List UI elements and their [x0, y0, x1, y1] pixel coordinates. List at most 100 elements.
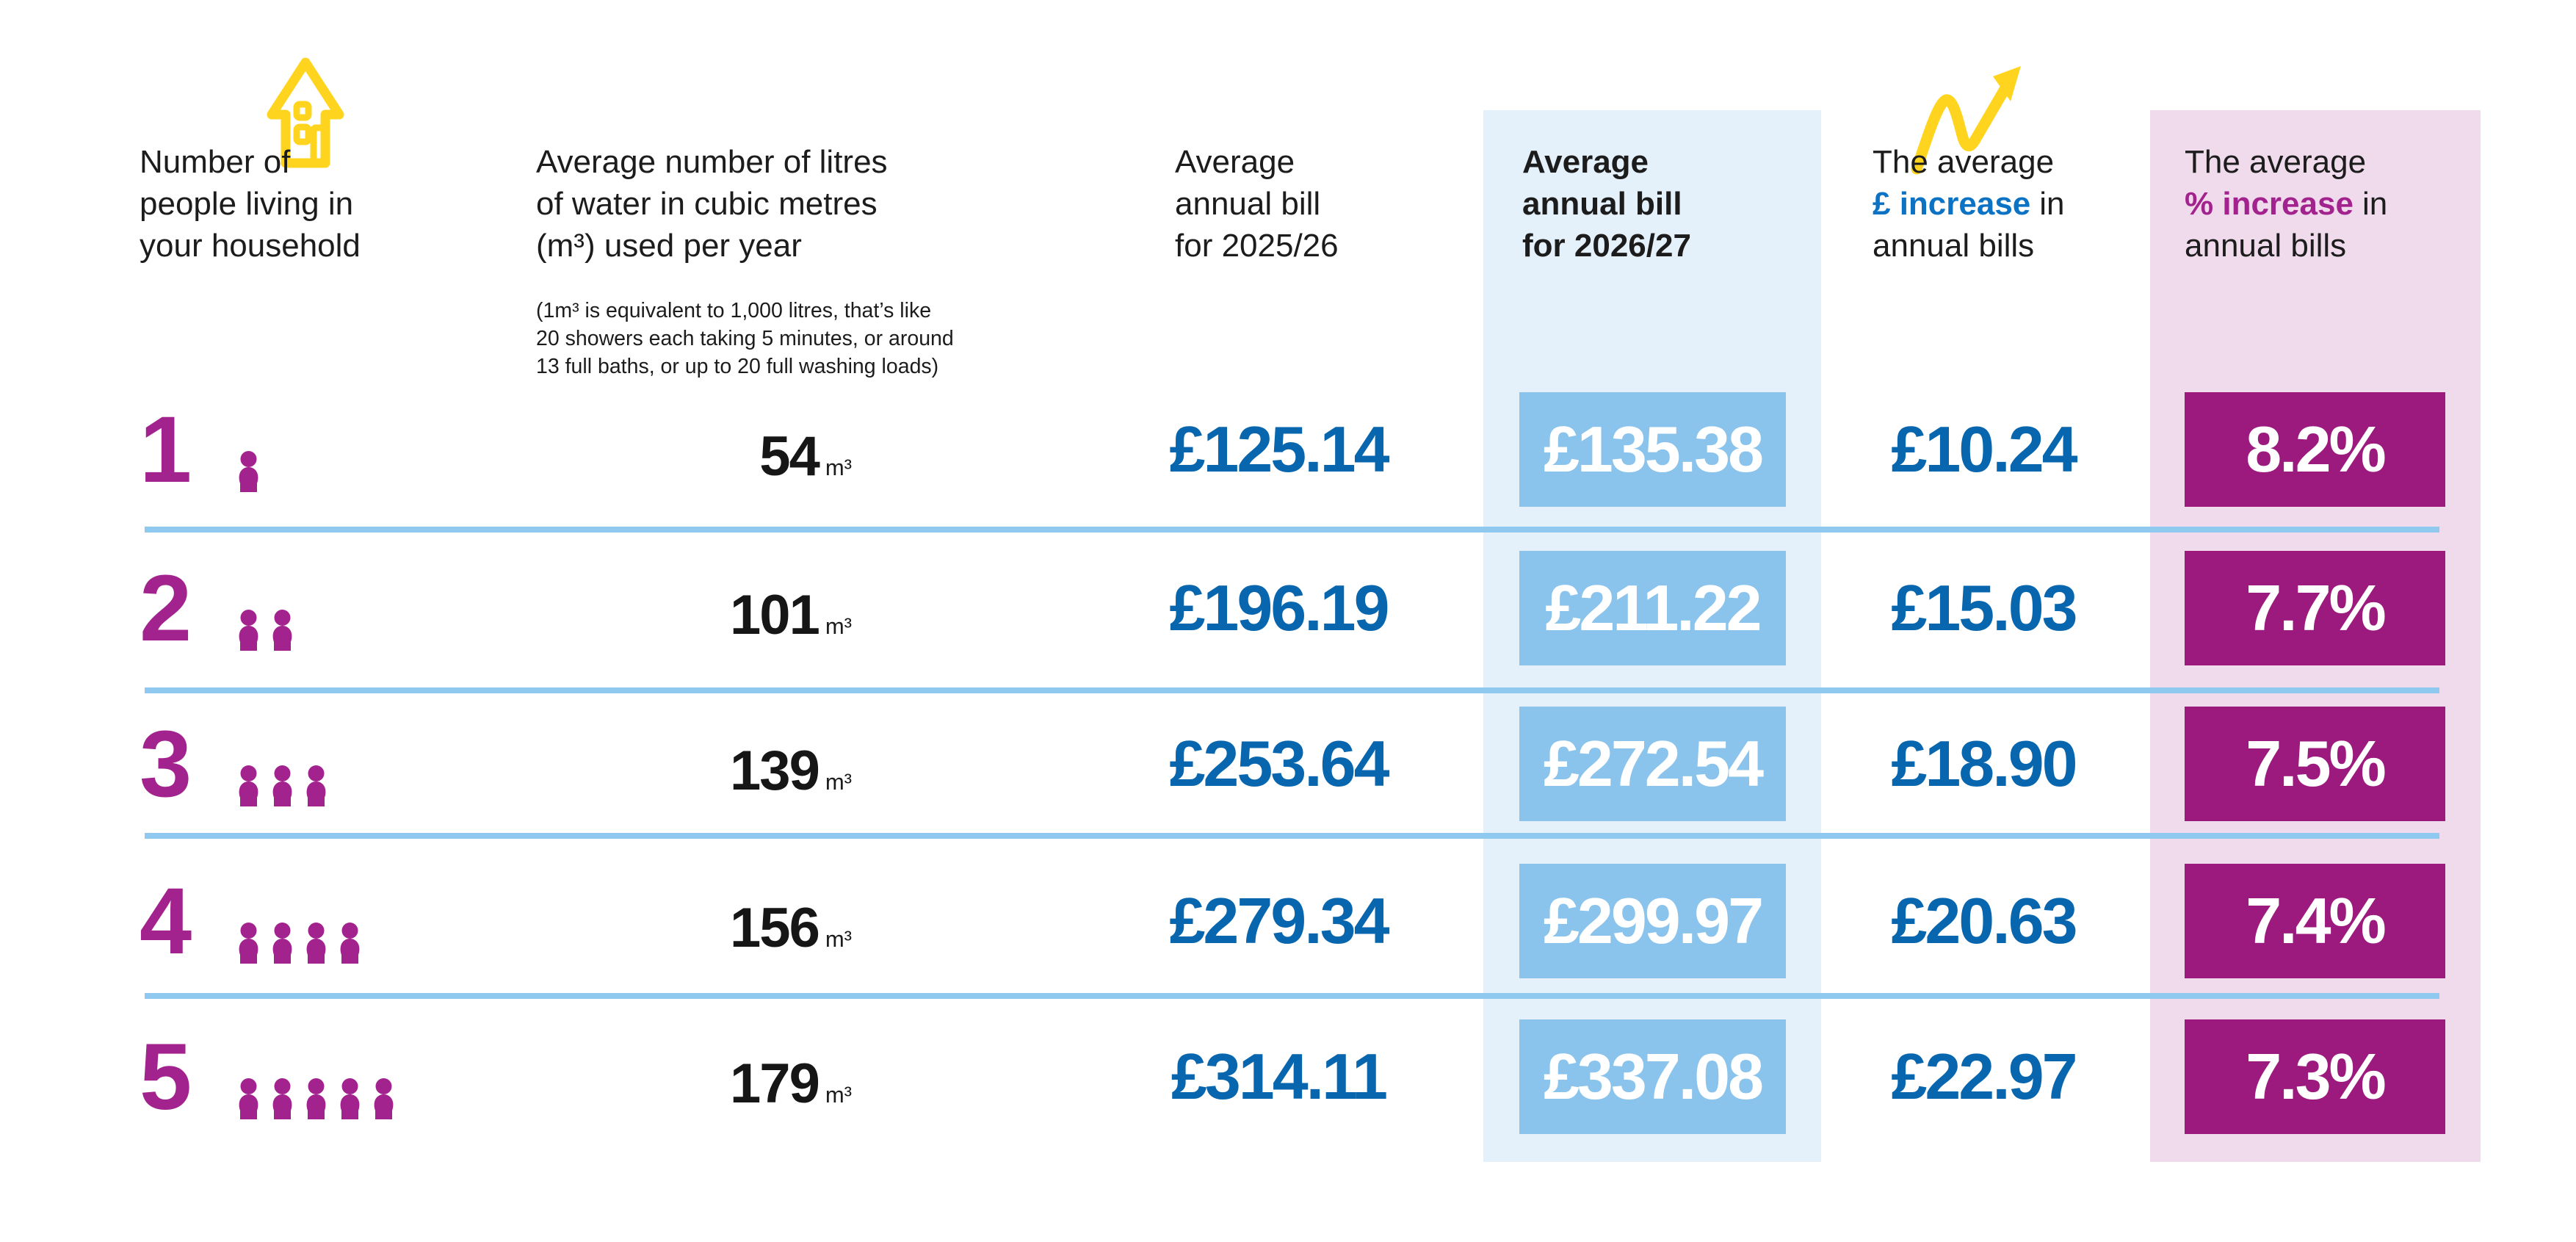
usage-value: 54 m³ — [470, 392, 852, 539]
person-icon — [340, 923, 360, 964]
usage-value: 139 m³ — [470, 707, 852, 853]
person-icon — [272, 610, 292, 651]
household-size-value: 5 — [140, 1024, 192, 1130]
header-line: annual bill — [1175, 186, 1321, 222]
usage-number: 179 — [730, 1053, 820, 1115]
table-row: 2 101 m³ £196.19 £211.22 £15.03 7.7% — [0, 551, 2576, 665]
person-icon — [272, 923, 292, 964]
usage-footnote: (1m³ is equivalent to 1,000 litres, that… — [536, 297, 954, 380]
usage-value: 156 m³ — [470, 864, 852, 1011]
footnote-line: 20 showers each taking 5 minutes, or aro… — [536, 327, 954, 350]
usage-number: 54 — [759, 425, 820, 488]
header-usage: Average number of litres of water in cub… — [536, 141, 888, 267]
usage-unit: m³ — [825, 613, 852, 639]
header-line: Number of — [140, 144, 291, 180]
header-bill-2026: Average annual bill for 2026/27 — [1522, 141, 1691, 267]
usage-unit: m³ — [825, 455, 852, 480]
pct-increase-accent: % increase — [2185, 186, 2354, 222]
header-line: your household — [140, 228, 361, 264]
person-icons — [236, 707, 545, 843]
bill-2026-box: £337.08 — [1519, 1019, 1786, 1134]
header-line: for 2026/27 — [1522, 228, 1691, 264]
person-icons — [236, 1019, 545, 1156]
table-row: 5 179 m³ £314.11 £337.08 £22.97 7.3% — [0, 1019, 2576, 1134]
gbp-increase-value: £10.24 — [1891, 413, 2077, 485]
pct-increase-box: 8.2% — [2185, 392, 2445, 507]
table-row: 3 139 m³ £253.64 £272.54 £18.90 7.5% — [0, 707, 2576, 821]
usage-number: 156 — [730, 897, 820, 959]
header-gbp-increase: The average £ increase in annual bills — [1873, 141, 2065, 267]
row-divider-line — [145, 527, 2439, 532]
header-bill-2025: Average annual bill for 2025/26 — [1175, 141, 1339, 267]
gbp-increase-value: £15.03 — [1891, 571, 2077, 644]
household-size-value: 2 — [140, 555, 192, 661]
header-line: people living in — [140, 186, 354, 222]
bill-2025-value: £314.11 — [1171, 1040, 1388, 1113]
person-icon — [374, 1078, 394, 1119]
person-icon — [306, 923, 326, 964]
footnote-line: (1m³ is equivalent to 1,000 litres, that… — [536, 299, 932, 322]
gbp-increase-value: £22.97 — [1891, 1040, 2077, 1113]
bill-2025-value: £253.64 — [1169, 727, 1389, 800]
header-line: The average — [1873, 144, 2055, 180]
person-icon — [239, 610, 258, 651]
bill-2025-value: £125.14 — [1169, 413, 1389, 485]
header-line: annual bill — [1522, 186, 1682, 222]
person-icon — [239, 1078, 258, 1119]
header-line: Average — [1522, 144, 1649, 180]
pct-increase-box: 7.3% — [2185, 1019, 2445, 1134]
usage-unit: m³ — [825, 769, 852, 795]
table-row: 4 156 m³ £279.34 £299.97 £20.63 7.4% — [0, 864, 2576, 978]
bill-2026-box: £211.22 — [1519, 551, 1786, 665]
usage-value: 179 m³ — [470, 1019, 852, 1166]
person-icons — [236, 392, 545, 529]
person-icons — [236, 864, 545, 1000]
row-divider-line — [145, 833, 2439, 839]
gbp-increase-value: £18.90 — [1891, 727, 2077, 800]
table-row: 1 54 m³ £125.14 £135.38 £10.24 8.2% — [0, 392, 2576, 507]
header-line: Average number of litres — [536, 144, 888, 180]
row-divider-line — [145, 687, 2439, 693]
header-pct-increase: The average % increase in annual bills — [2185, 141, 2387, 267]
header-line: Average — [1175, 144, 1295, 180]
header-line: £ increase in — [1873, 186, 2065, 222]
person-icon — [239, 765, 258, 806]
header-line: of water in cubic metres — [536, 186, 878, 222]
header-line: % increase in — [2185, 186, 2388, 222]
household-size-value: 4 — [140, 868, 192, 974]
bill-2026-box: £135.38 — [1519, 392, 1786, 507]
usage-value: 101 m³ — [470, 551, 852, 698]
header-line: annual bills — [2185, 228, 2347, 264]
person-icon — [239, 451, 258, 492]
footnote-line: 13 full baths, or up to 20 full washing … — [536, 355, 939, 378]
usage-unit: m³ — [825, 926, 852, 952]
bill-2026-box: £272.54 — [1519, 707, 1786, 821]
person-icon — [272, 1078, 292, 1119]
usage-number: 101 — [730, 584, 820, 646]
header-line: (m³) used per year — [536, 228, 802, 264]
house-icon — [263, 54, 348, 173]
gbp-increase-accent: £ increase — [1873, 186, 2031, 222]
bill-2025-value: £279.34 — [1169, 884, 1389, 957]
usage-unit: m³ — [825, 1082, 852, 1108]
person-icon — [306, 765, 326, 806]
pct-increase-box: 7.4% — [2185, 864, 2445, 978]
pct-increase-box: 7.7% — [2185, 551, 2445, 665]
person-icon — [239, 923, 258, 964]
row-divider-line — [145, 993, 2439, 999]
bill-2026-box: £299.97 — [1519, 864, 1786, 978]
usage-number: 139 — [730, 740, 820, 802]
pct-increase-box: 7.5% — [2185, 707, 2445, 821]
gbp-increase-value: £20.63 — [1891, 884, 2077, 957]
trend-up-arrow-icon — [1909, 57, 2043, 184]
bill-2025-value: £196.19 — [1169, 571, 1389, 644]
person-icons — [236, 551, 545, 687]
person-icon — [272, 765, 292, 806]
header-line: for 2025/26 — [1175, 228, 1339, 264]
header-household: Number of people living in your househol… — [140, 141, 361, 267]
person-icon — [306, 1078, 326, 1119]
person-icon — [340, 1078, 360, 1119]
household-size-value: 3 — [140, 711, 192, 817]
household-size-value: 1 — [140, 397, 192, 502]
